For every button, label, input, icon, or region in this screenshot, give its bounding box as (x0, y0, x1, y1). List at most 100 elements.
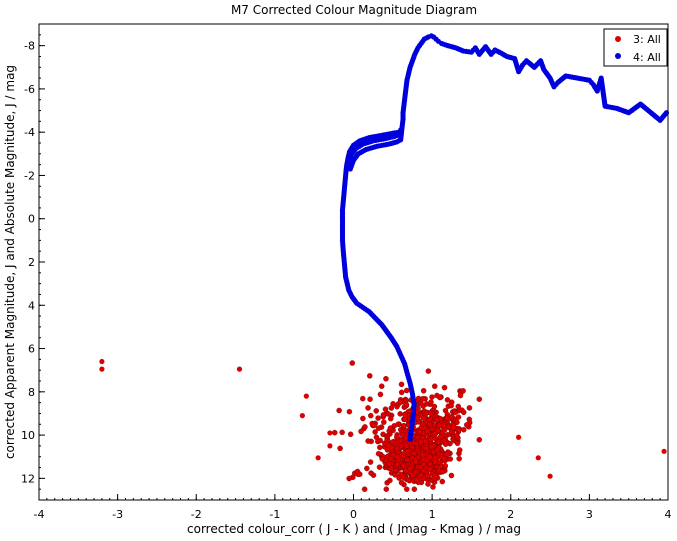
plot-frame (38, 23, 669, 501)
legend-box (603, 28, 668, 67)
series-3-point (367, 459, 374, 465)
series-3-point (315, 455, 321, 461)
series-3-point (378, 383, 385, 390)
series-3-point (385, 442, 392, 449)
series-3-point (376, 464, 383, 471)
series-3-point (367, 412, 374, 419)
y-axis-label: corrected Apparent Magnitude, J and Abso… (3, 65, 17, 459)
series-3-point (331, 429, 338, 436)
series-3-point (426, 421, 433, 428)
series-3-point (394, 461, 401, 468)
series-3-point (387, 477, 393, 484)
series-3-point (455, 403, 462, 410)
x-tick-label-7: 3 (586, 508, 593, 521)
series-3-point (354, 468, 361, 475)
series-3-point (396, 475, 402, 481)
series-3-point (460, 387, 466, 394)
series-3-point (476, 396, 483, 403)
series-3-point (445, 423, 452, 430)
series-3-point (383, 375, 389, 382)
series-3-point (444, 397, 451, 403)
series-3-point (403, 387, 410, 394)
series-3-point (303, 393, 309, 399)
series-3-point (455, 426, 462, 433)
series-3-point (375, 425, 382, 432)
plot-area (99, 33, 670, 493)
legend-marker-series-4 (615, 53, 621, 59)
series-3-point (394, 454, 400, 460)
series-3-point (428, 436, 435, 443)
series-3-point (407, 465, 413, 472)
series-3-point (452, 409, 459, 416)
series-3-point (425, 368, 432, 374)
series-3-point (404, 456, 410, 463)
x-tick-label-4: 0 (350, 508, 357, 521)
series-3-point (427, 410, 434, 416)
series-3-point (412, 468, 419, 475)
series-3-point (377, 437, 384, 444)
series-3-point (457, 392, 464, 399)
legend-label-series-4: 4: All (633, 51, 661, 64)
series-3-point (375, 450, 382, 457)
series-3-point (401, 450, 408, 457)
series-3-point (447, 456, 454, 462)
series-3-point (422, 438, 429, 444)
series-3-point (336, 407, 342, 414)
x-tick-label-0: -4 (34, 508, 45, 521)
series-3-point (372, 429, 378, 435)
series-3-point (439, 478, 446, 485)
series-3-point (363, 465, 370, 472)
series-3-point (435, 439, 442, 446)
series-3-point (466, 405, 473, 411)
series-3-point (387, 415, 394, 422)
series-3-point (449, 413, 455, 420)
y-tick-label-2: -4 (24, 126, 35, 139)
series-3-point (427, 461, 434, 468)
series-3-point (411, 450, 418, 457)
series-3-point (429, 394, 435, 400)
series-3-point (403, 401, 410, 408)
series-3-point (456, 455, 463, 462)
series-3-point (403, 443, 410, 449)
x-tick-label-8: 4 (665, 508, 672, 521)
y-tick-label-1: -6 (24, 83, 35, 96)
series-3-point (411, 486, 418, 493)
series-3-point (397, 399, 404, 406)
series-3-point (401, 422, 407, 429)
series-3-point (236, 366, 243, 372)
series-3-point (419, 421, 426, 428)
series-3-point (380, 419, 387, 425)
series-3-point (347, 431, 354, 438)
series-3-point (359, 395, 366, 402)
series-3-point (365, 405, 371, 411)
series-3-point (535, 455, 541, 461)
series-3-point (402, 412, 408, 418)
series-3-point (394, 445, 401, 452)
series-3-point (99, 358, 105, 365)
series-3-point (373, 408, 380, 414)
series-3-point (365, 438, 371, 444)
series-3-point (421, 461, 427, 468)
y-tick-label-7: 6 (28, 343, 35, 356)
chart-title: M7 Corrected Colour Magnitude Diagram (231, 3, 477, 17)
series-3-point (442, 441, 449, 448)
series-3-point (437, 434, 444, 440)
series-3-point (385, 411, 392, 417)
series-3-point (432, 472, 438, 479)
series-3-point (339, 429, 345, 436)
series-3-point (423, 445, 430, 452)
series-3-point (99, 366, 105, 372)
series-3-point (366, 372, 373, 379)
y-tick-label-10: 12 (21, 472, 35, 485)
series-3-point (327, 430, 333, 436)
series-3-point (454, 440, 461, 447)
series-3-point (360, 415, 366, 422)
series-3-point (299, 413, 305, 419)
y-tick-label-0: -8 (24, 40, 35, 53)
series-3-point (431, 430, 438, 437)
series-3-point (376, 444, 383, 451)
x-axis: -4 -3 -2 -1 0 1 2 3 4 (34, 494, 672, 521)
series-3-point (443, 451, 450, 458)
series-3-point (337, 445, 343, 452)
series-3-point (434, 447, 441, 454)
